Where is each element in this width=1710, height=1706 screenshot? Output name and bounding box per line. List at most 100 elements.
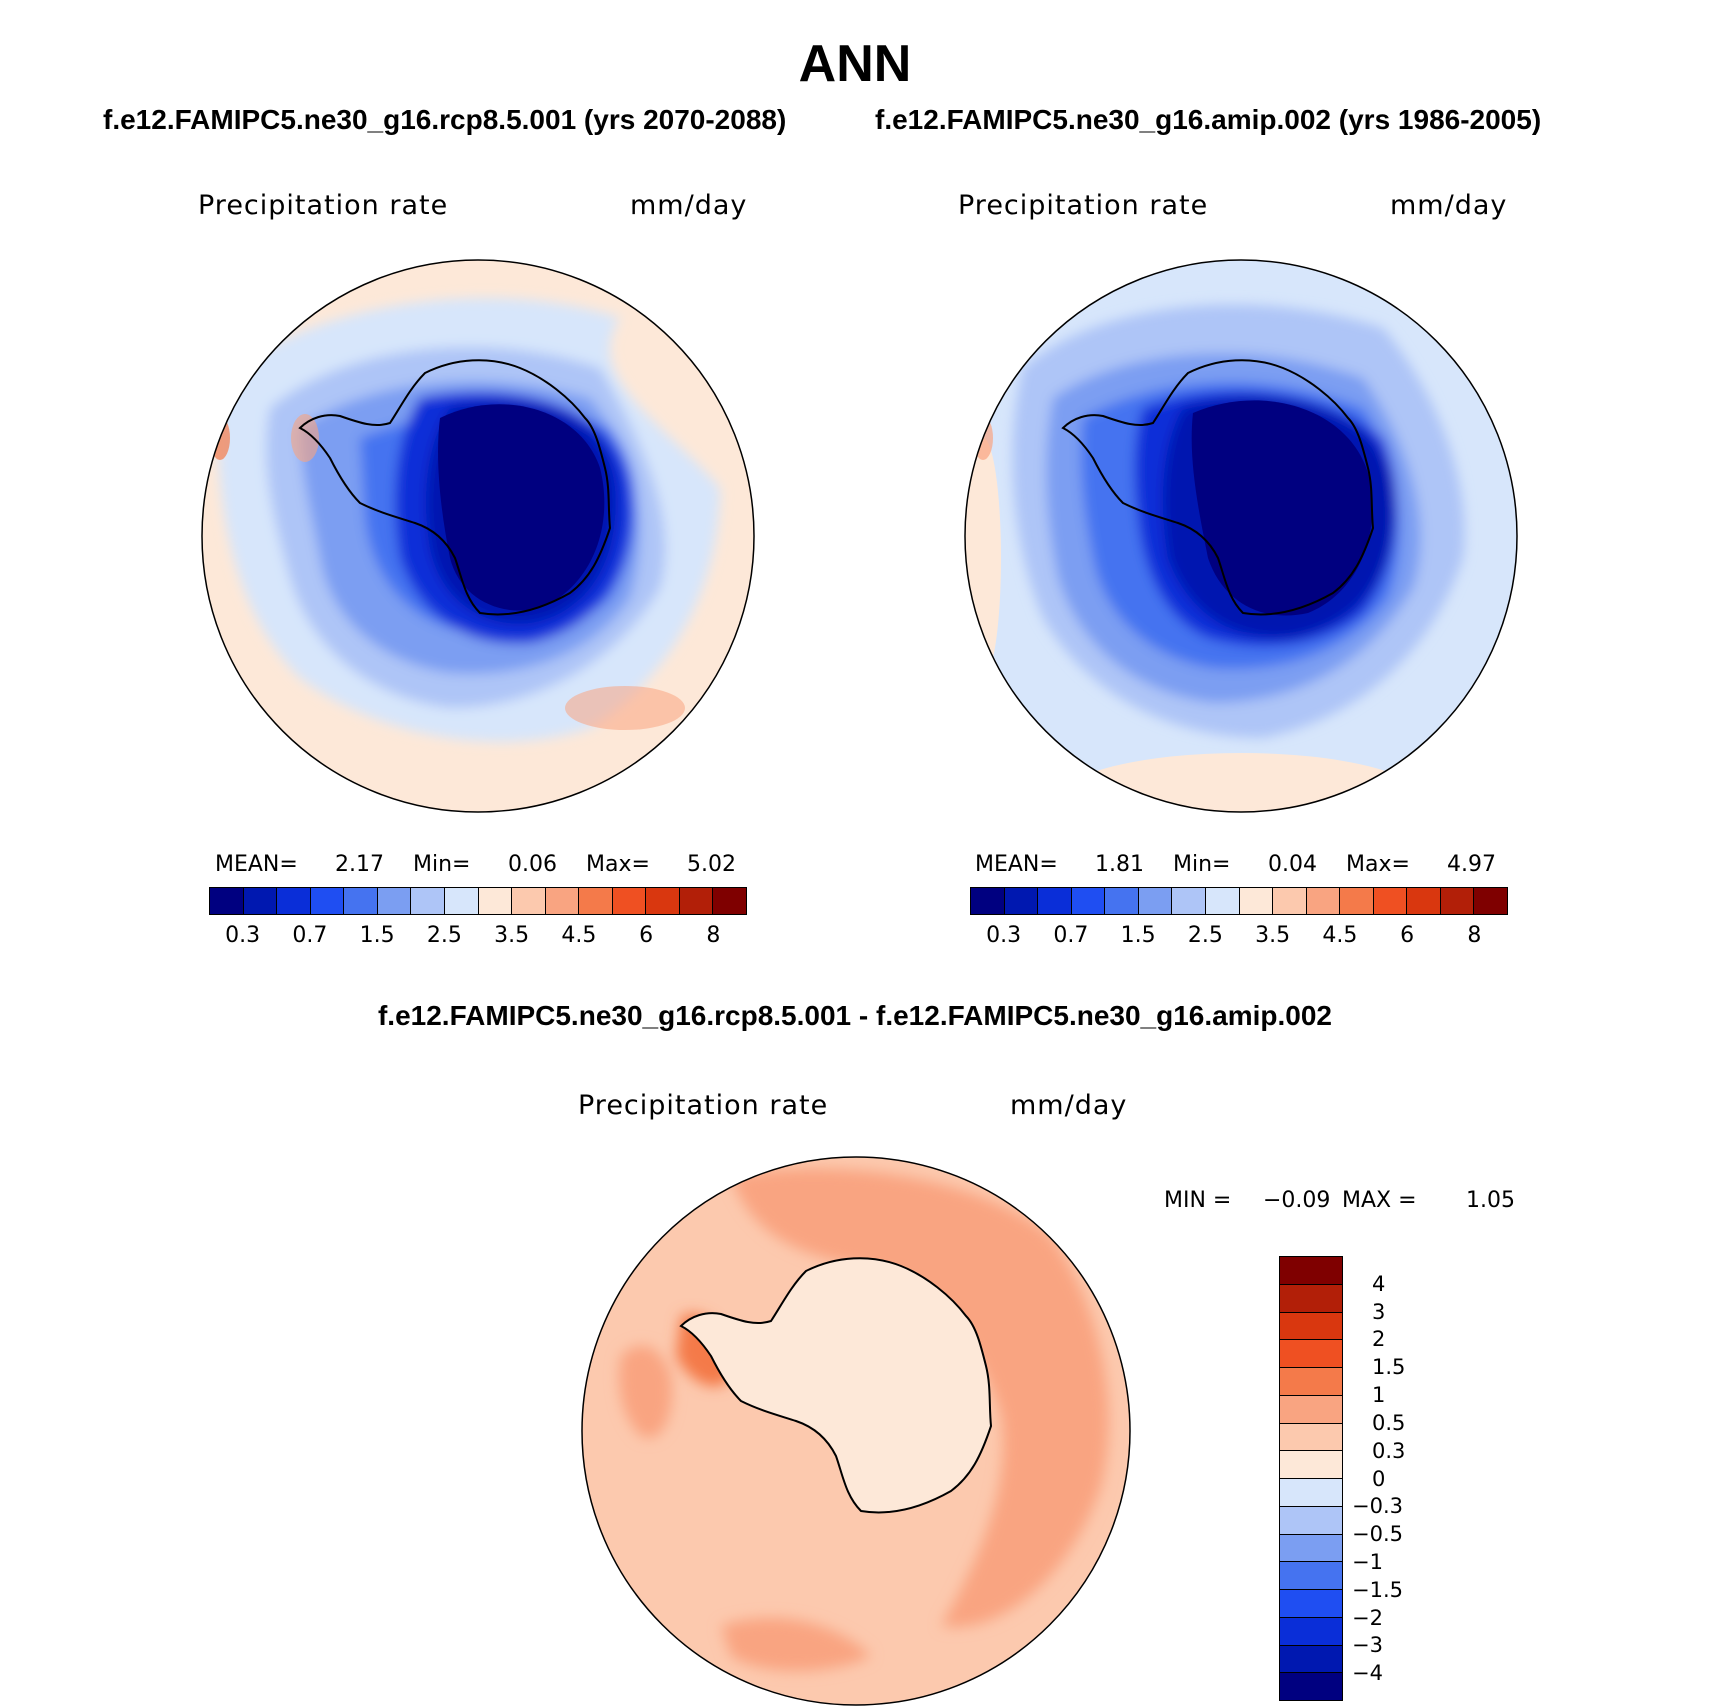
diff-colorbar-swatch	[1280, 1590, 1342, 1618]
panel1-colorbar	[209, 887, 747, 915]
diff-colorbar-swatch	[1280, 1479, 1342, 1507]
panel2-colorbar-tick-label: 8	[1467, 923, 1482, 948]
panel2-colorbar-swatch	[1038, 888, 1072, 914]
panel1-mean-label: MEAN=	[215, 852, 298, 877]
diff-colorbar-swatch	[1280, 1368, 1342, 1396]
panel1-colorbar-tick-label: 0.3	[225, 923, 261, 948]
diff-colorbar-swatch	[1280, 1395, 1342, 1424]
panel2-mean-label: MEAN=	[975, 852, 1058, 877]
diff-colorbar-swatch	[1280, 1617, 1342, 1646]
panel2-colorbar-swatch	[1138, 888, 1173, 914]
panel1-colorbar-swatch	[612, 888, 647, 914]
diff-colorbar-tick-label: 3	[1372, 1299, 1386, 1324]
diff-colorbar-swatch	[1280, 1506, 1342, 1535]
panel1-colorbar-swatch	[579, 888, 613, 914]
diff-colorbar-tick-label: −3	[1352, 1633, 1383, 1658]
season-title: ANN	[798, 35, 912, 93]
diff-colorbar-tick-label: 0.3	[1372, 1438, 1406, 1463]
diff-units-label: mm/day	[1010, 1090, 1128, 1121]
panel1-colorbar-tick-label: 4.5	[561, 923, 597, 948]
panel2-colorbar-tick-label: 1.5	[1120, 923, 1156, 948]
diff-colorbar-swatch	[1280, 1673, 1342, 1700]
panel2-min-label: Min=	[1173, 852, 1231, 877]
diff-max-value: 1.05	[1466, 1188, 1515, 1213]
panel2-colorbar-swatch	[1440, 888, 1475, 914]
diff-colorbar-tick-label: −0.5	[1352, 1522, 1403, 1547]
panel1-colorbar-swatch	[512, 888, 546, 914]
panel1-min-value: 0.06	[508, 852, 557, 877]
difference-title: f.e12.FAMIPC5.ne30_g16.rcp8.5.001 - f.e1…	[377, 1000, 1333, 1031]
panel1-colorbar-tick-label: 0.7	[292, 923, 328, 948]
panel2-units-label: mm/day	[1390, 190, 1508, 221]
diff-min-value: −0.09	[1263, 1188, 1331, 1213]
diff-max-label: MAX =	[1342, 1188, 1417, 1213]
panel1-mean-value: 2.17	[335, 852, 384, 877]
panel2-colorbar-tick-label: 0.7	[1053, 923, 1089, 948]
panel2-colorbar-swatch	[1273, 888, 1307, 914]
panel1-min-label: Min=	[413, 852, 471, 877]
panel1-variable-label: Precipitation rate	[198, 190, 449, 221]
case-title: f.e12.FAMIPC5.ne30_g16.rcp8.5.001 (yrs 2…	[103, 104, 787, 135]
panel2-colorbar	[970, 887, 1508, 915]
panel1-colorbar-swatch	[277, 888, 311, 914]
diff-colorbar-swatch	[1280, 1340, 1342, 1368]
panel1-colorbar-tick-label: 8	[706, 923, 721, 948]
diff-variable-label: Precipitation rate	[578, 1090, 829, 1121]
panel1-colorbar-swatch	[210, 888, 244, 914]
panel2-colorbar-swatch	[1071, 888, 1106, 914]
diff-colorbar-tick-label: 1.5	[1372, 1355, 1406, 1380]
panel1-colorbar-swatch	[310, 888, 345, 914]
panel1-colorbar-swatch	[679, 888, 714, 914]
panel1-max-value: 5.02	[687, 852, 736, 877]
panel2-colorbar-swatch	[1340, 888, 1374, 914]
panel1-colorbar-swatch	[478, 888, 513, 914]
diff-colorbar-swatch	[1280, 1645, 1342, 1674]
diff-colorbar-tick-label: 2	[1372, 1327, 1386, 1352]
diff-colorbar-swatch	[1280, 1423, 1342, 1452]
panel1-colorbar-swatch	[411, 888, 445, 914]
diff-colorbar-tick-label: 0.5	[1372, 1410, 1406, 1435]
panel1-colorbar-swatch	[243, 888, 278, 914]
panel2-colorbar-tick-label: 2.5	[1187, 923, 1223, 948]
panel2-colorbar-tick-label: 0.3	[986, 923, 1022, 948]
diff-colorbar-tick-label: −1	[1352, 1549, 1383, 1574]
panel2-colorbar-swatch	[1205, 888, 1240, 914]
panel1-units-label: mm/day	[630, 190, 748, 221]
diff-colorbar-tick-label: −2	[1352, 1605, 1383, 1630]
panel1-colorbar-tick-label: 1.5	[359, 923, 395, 948]
diff-colorbar-swatch	[1280, 1257, 1342, 1285]
diff-colorbar-swatch	[1280, 1312, 1342, 1341]
panel1-colorbar-swatch	[713, 888, 746, 914]
panel2-colorbar-swatch	[1474, 888, 1507, 914]
panel2-min-value: 0.04	[1268, 852, 1317, 877]
panel2-mean-value: 1.81	[1095, 852, 1144, 877]
panel1-max-label: Max=	[586, 852, 650, 877]
case-precip-map	[201, 259, 755, 813]
panel2-max-value: 4.97	[1447, 852, 1496, 877]
panel2-colorbar-swatch	[1306, 888, 1341, 914]
panel2-colorbar-swatch	[1373, 888, 1408, 914]
panel2-colorbar-swatch	[971, 888, 1005, 914]
panel2-colorbar-swatch	[1105, 888, 1139, 914]
diff-min-label: MIN =	[1164, 1188, 1232, 1213]
diff-colorbar-swatch	[1280, 1284, 1342, 1313]
difference-precip-map	[581, 1156, 1131, 1706]
panel2-colorbar-tick-label: 4.5	[1322, 923, 1358, 948]
panel1-colorbar-tick-label: 3.5	[494, 923, 530, 948]
diff-colorbar-tick-label: −0.3	[1352, 1494, 1403, 1519]
panel2-colorbar-tick-label: 3.5	[1255, 923, 1291, 948]
reference-precip-map	[964, 259, 1518, 813]
diff-colorbar-swatch	[1280, 1562, 1342, 1590]
panel2-colorbar-swatch	[1239, 888, 1274, 914]
diff-colorbar-tick-label: 4	[1372, 1271, 1386, 1296]
panel2-variable-label: Precipitation rate	[958, 190, 1209, 221]
panel1-colorbar-tick-label: 6	[639, 923, 654, 948]
panel1-colorbar-swatch	[377, 888, 412, 914]
diff-colorbar	[1279, 1256, 1343, 1701]
panel2-colorbar-tick-label: 6	[1400, 923, 1415, 948]
panel1-colorbar-swatch	[646, 888, 680, 914]
panel2-colorbar-swatch	[1172, 888, 1206, 914]
diff-colorbar-tick-label: −4	[1352, 1661, 1383, 1686]
panel2-colorbar-swatch	[1004, 888, 1039, 914]
diff-colorbar-tick-label: −1.5	[1352, 1577, 1403, 1602]
